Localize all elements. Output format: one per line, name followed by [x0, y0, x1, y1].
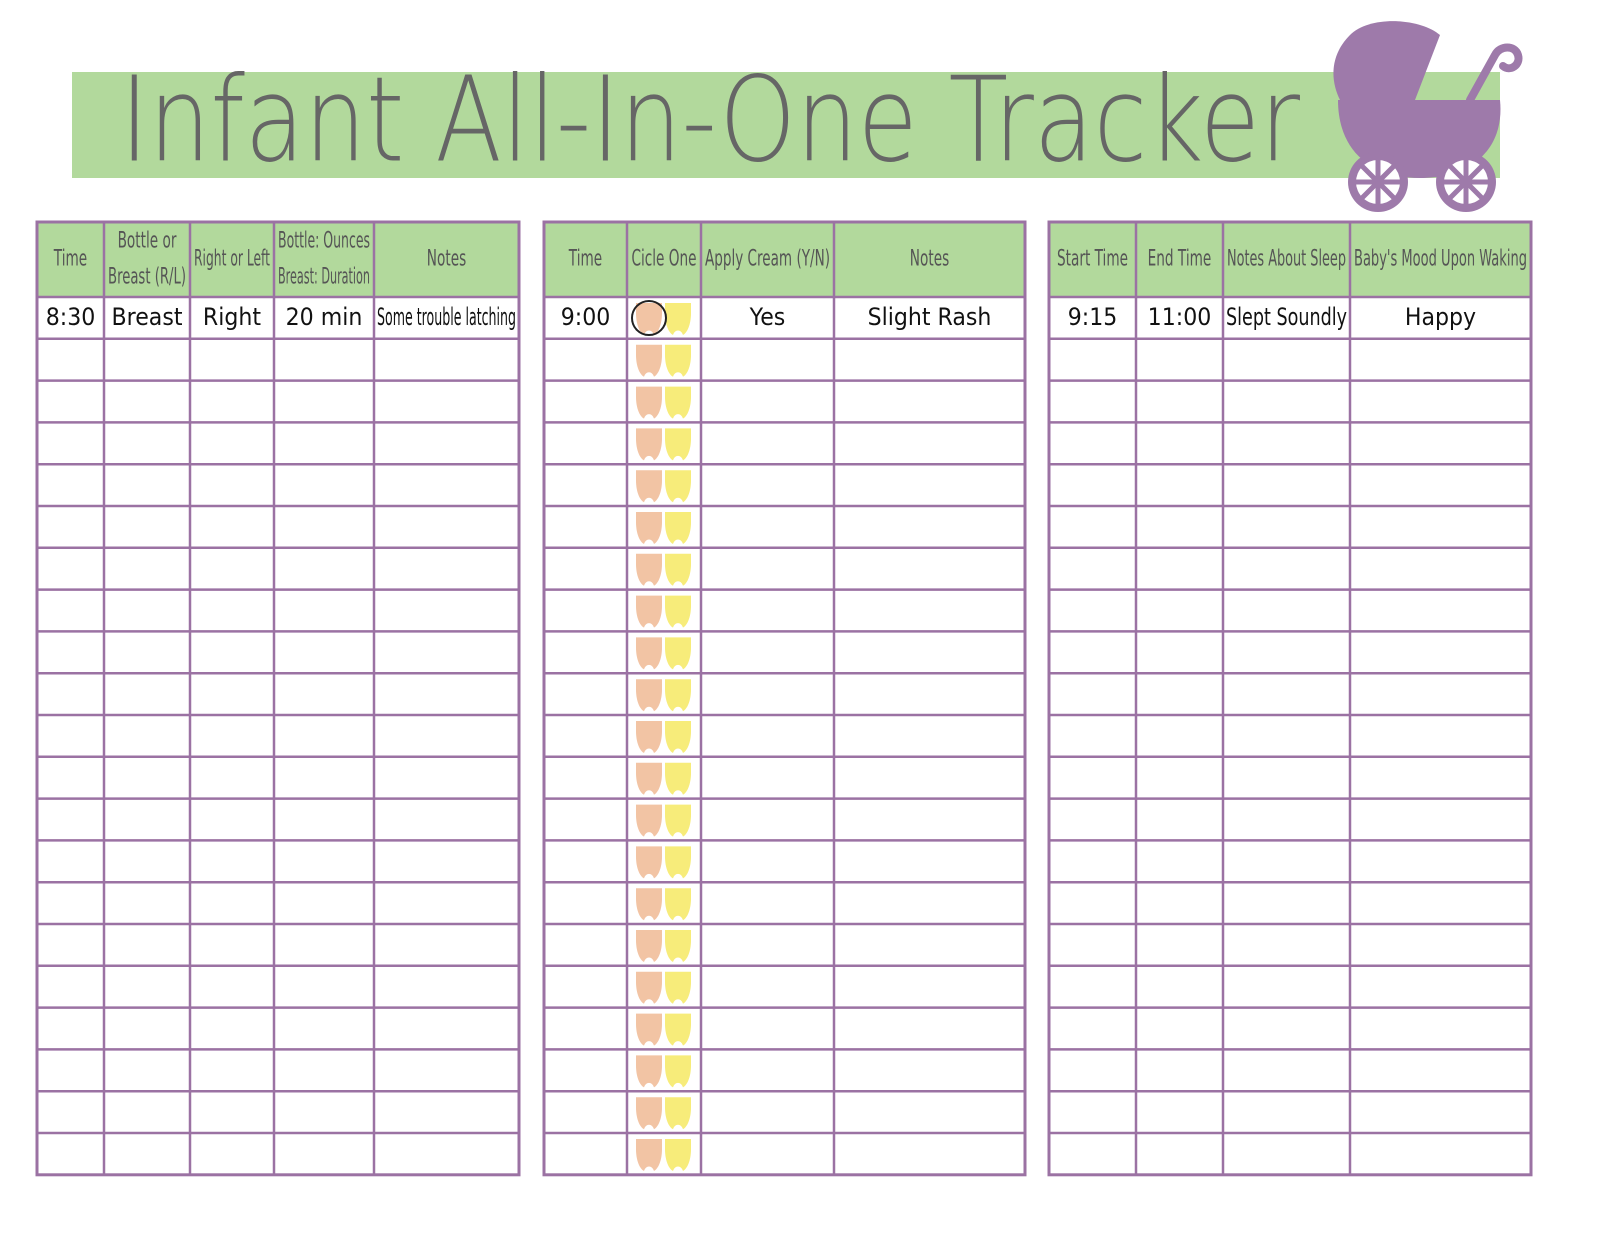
diaper-icon [665, 595, 691, 628]
carriage-icon [1333, 21, 1523, 212]
diaper-icon [665, 930, 691, 962]
cell-text: 11:00 [1148, 303, 1212, 331]
diaper-icon [636, 344, 662, 377]
diaper-icon [636, 637, 662, 670]
column-header: Bottle or [118, 229, 177, 254]
column-header: Bottle: Ounces [278, 229, 370, 254]
diaper-icon [636, 971, 662, 1004]
column-header: Notes About Sleep [1227, 247, 1346, 272]
diaper-icon [636, 512, 662, 544]
diaper-icon [636, 595, 662, 628]
cell-text: Some trouble latching [377, 303, 516, 331]
diaper-icon [665, 721, 691, 753]
diaper-icon [665, 428, 691, 461]
diaper-icon [636, 721, 662, 753]
diaper-icon [665, 303, 691, 335]
cell-text: Slept Soundly [1226, 303, 1347, 331]
cell-text: Right [203, 303, 261, 331]
cell-text: Breast [111, 303, 182, 331]
diaper-icon [665, 386, 691, 419]
column-header: End Time [1148, 247, 1212, 272]
diaper-icon [636, 553, 662, 586]
diaper-icon [636, 679, 662, 712]
diaper-icon [636, 846, 662, 879]
column-header: Time [568, 247, 602, 272]
cell-text: 20 min [286, 303, 363, 331]
diaper-icon [665, 1013, 691, 1046]
sleep-table: Start Time End Time Notes About Sleep Baby'… [1047, 220, 1533, 1177]
column-header: Cicle One [631, 247, 696, 272]
diaper-icon [665, 971, 691, 1004]
title-banner [72, 72, 1500, 178]
diaper-icon [665, 1055, 691, 1088]
diaper-table: Time Cicle One Apply Cream (Y/N) Notes 9:00 Y… [542, 220, 1027, 1177]
diaper-icon [636, 804, 662, 837]
column-header: Notes [427, 247, 466, 272]
diaper-icon [665, 344, 691, 377]
diaper-icon [636, 1139, 662, 1171]
cell-text: Yes [749, 303, 786, 331]
diaper-icon [636, 470, 662, 503]
column-header: Right or Left [194, 247, 270, 272]
diaper-icon [665, 470, 691, 503]
column-header: Apply Cream (Y/N) [705, 247, 830, 272]
diaper-icon [665, 512, 691, 544]
title: Infant All-In-One Tracker [120, 50, 1300, 188]
diaper-icon [636, 762, 662, 795]
diaper-icon [636, 888, 662, 921]
table-border [35, 220, 521, 1177]
column-header: Start Time [1057, 247, 1128, 272]
diaper-icon [665, 679, 691, 712]
table-border [1047, 220, 1533, 1177]
table-border [542, 220, 1027, 1177]
diaper-icon [636, 386, 662, 419]
column-header: Notes [910, 247, 949, 272]
diaper-icon [665, 804, 691, 837]
diaper-icon [636, 1013, 662, 1046]
diaper-icon [665, 888, 691, 921]
diaper-icon [636, 428, 662, 461]
feeding-table: Time Bottle or Breast (R/L) Right or Left Bo… [35, 220, 521, 1177]
diaper-icon [636, 930, 662, 962]
header-bg [1049, 222, 1531, 297]
diaper-icon [636, 303, 662, 335]
diaper-icon [665, 846, 691, 879]
column-header: Baby's Mood Upon Waking [1354, 247, 1527, 272]
cell-text: 9:15 [1068, 303, 1118, 331]
diaper-icon [665, 762, 691, 795]
diaper-icon [665, 553, 691, 586]
cell-text: Happy [1405, 303, 1476, 331]
diaper-icon [665, 1097, 691, 1130]
diaper-icon [636, 1097, 662, 1130]
cell-text: 8:30 [46, 303, 96, 331]
header-bg [37, 222, 519, 297]
diaper-icon [636, 1055, 662, 1088]
header-bg [544, 222, 1025, 297]
column-header: Breast: Duration [278, 265, 370, 290]
cell-text: 9:00 [561, 303, 611, 331]
diaper-icon [665, 637, 691, 670]
diaper-icon [665, 1139, 691, 1171]
selection-circle [631, 300, 667, 336]
column-header: Time [53, 247, 87, 272]
column-header: Breast (R/L) [108, 265, 186, 290]
cell-text: Slight Rash [868, 303, 992, 331]
